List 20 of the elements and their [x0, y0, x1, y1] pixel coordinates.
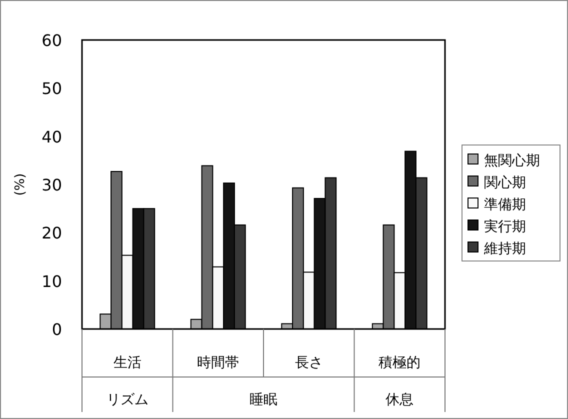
y-tick-label: 0: [52, 320, 62, 339]
y-axis-title: (%): [13, 173, 28, 196]
x-tick-label: 長さ: [294, 355, 323, 371]
text: 休息: [386, 392, 414, 408]
legend-label: 維持期: [483, 241, 526, 257]
y-tick-label: 10: [42, 272, 62, 291]
y-tick-label: 30: [42, 176, 62, 194]
legend-label: 準備期: [484, 197, 526, 213]
y-tick-label: 50: [42, 79, 62, 98]
text: 睡眠: [250, 392, 278, 408]
legend-label: 無関心期: [484, 153, 540, 169]
y-tick-label: 20: [42, 224, 62, 243]
x-tick-label: 積極的: [378, 355, 421, 371]
text: リズム: [106, 392, 148, 408]
legend-label: 関心期: [484, 175, 526, 191]
y-tick-label: 60: [42, 31, 62, 50]
legend-label: 実行期: [484, 219, 526, 235]
y-tick-label: 40: [42, 127, 62, 146]
x-tick-label: 時間帯: [197, 355, 240, 371]
x-tick-label: 生活: [113, 355, 142, 371]
